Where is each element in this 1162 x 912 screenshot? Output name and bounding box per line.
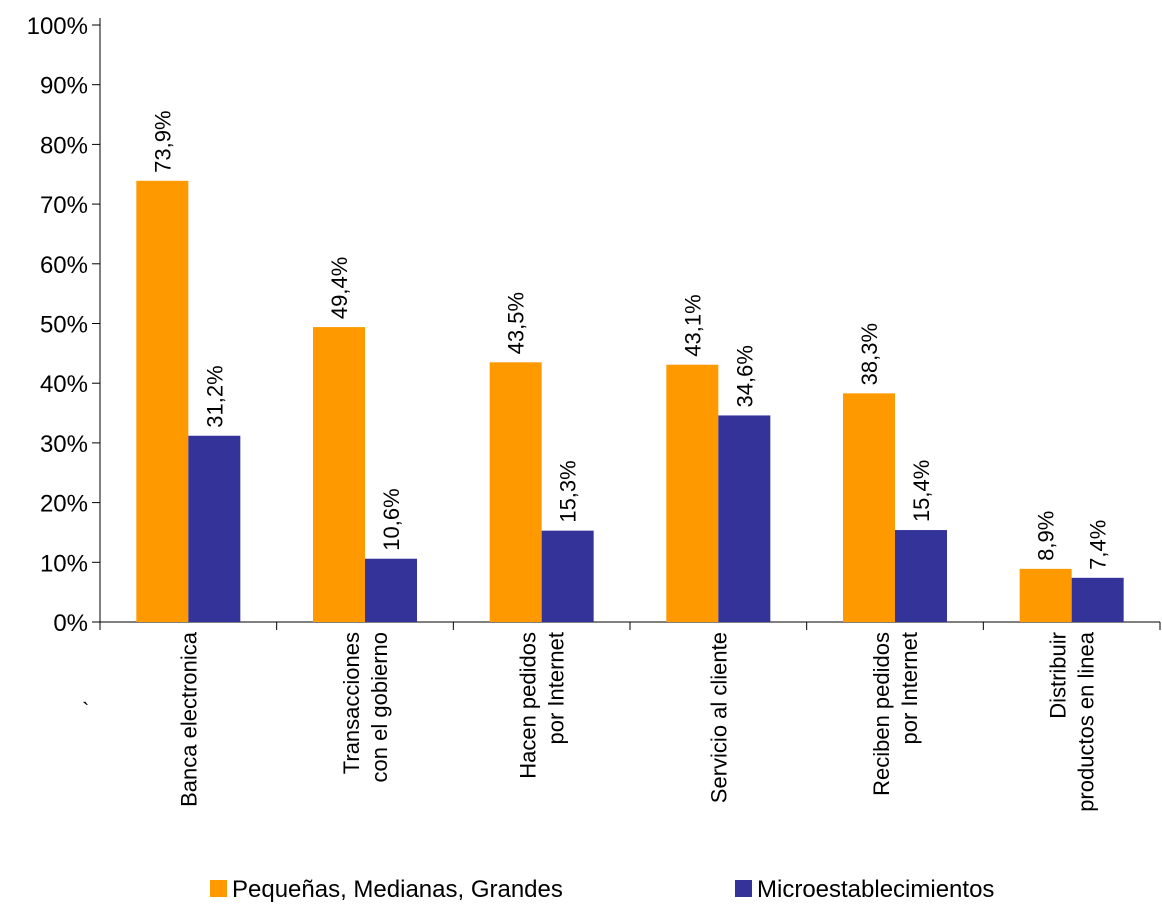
y-tick-label: 60% xyxy=(40,252,88,279)
bar xyxy=(1019,568,1072,622)
data-label: 73,9% xyxy=(150,110,175,172)
x-category-label: Hacen pedidos xyxy=(516,632,541,779)
bar xyxy=(136,180,189,622)
x-category-label: por Internet xyxy=(897,632,922,745)
data-label: 31,2% xyxy=(202,365,227,427)
x-category-label: Reciben pedidos xyxy=(869,632,894,796)
y-tick-label: 90% xyxy=(40,73,88,100)
bar xyxy=(541,530,594,622)
legend-label: Pequeñas, Medianas, Grandes xyxy=(232,876,563,903)
x-category-label: Transacciones xyxy=(339,632,364,774)
y-tick-label: 100% xyxy=(27,13,88,40)
data-label: 38,3% xyxy=(857,323,882,385)
y-tick-label: 0% xyxy=(53,610,88,637)
y-tick-label: 50% xyxy=(40,312,88,339)
bar xyxy=(666,364,719,622)
legend-label: Microestablecimientos xyxy=(757,876,994,903)
x-category-label: por Internet xyxy=(544,632,569,745)
y-tick-label: 40% xyxy=(40,371,88,398)
bar xyxy=(1071,577,1124,622)
data-label: 43,1% xyxy=(680,294,705,356)
data-label: 7,4% xyxy=(1086,520,1111,570)
x-category-label: con el gobierno xyxy=(367,632,392,782)
y-tick-label: 10% xyxy=(40,550,88,577)
stray-mark: ` xyxy=(82,698,90,723)
bar xyxy=(365,558,417,622)
y-tick-label: 70% xyxy=(40,192,88,219)
y-tick-label: 80% xyxy=(40,132,88,159)
data-label: 10,6% xyxy=(379,488,404,550)
data-label: 49,4% xyxy=(327,257,352,319)
x-category-label: Distribuir xyxy=(1046,632,1071,719)
data-label: 43,5% xyxy=(504,292,529,354)
y-tick-label: 30% xyxy=(40,431,88,458)
bar xyxy=(313,327,365,622)
x-category-label: Banca electronica xyxy=(176,631,201,807)
legend-swatch xyxy=(735,880,752,897)
data-label: 8,9% xyxy=(1034,511,1059,561)
chart-axes: 0% 10% 20% 30% 40% 50% 60% 70% 80% 90% 100% xyxy=(27,13,1161,637)
chart-legend: Pequeñas, Medianas, Grandes Microestablec… xyxy=(210,876,994,903)
data-label: 15,3% xyxy=(556,460,581,522)
bar xyxy=(188,435,241,622)
data-label: 15,4% xyxy=(909,460,934,522)
bar xyxy=(489,362,542,622)
x-axis-labels: Banca electronica Transacciones con el gob… xyxy=(176,631,1098,812)
bar xyxy=(718,415,771,622)
data-label: 34,6% xyxy=(732,345,757,407)
x-category-label: productos en linea xyxy=(1074,631,1099,812)
bar xyxy=(843,393,895,622)
y-tick-label: 20% xyxy=(40,491,88,518)
chart-bars: 73,9% 31,2% 49,4% 10,6% 43,5% 15,3% 43,1% 34,6%… xyxy=(136,110,1124,622)
legend-swatch xyxy=(210,880,227,897)
bar xyxy=(895,530,947,622)
x-category-label: Servicio al cliente xyxy=(706,632,731,803)
